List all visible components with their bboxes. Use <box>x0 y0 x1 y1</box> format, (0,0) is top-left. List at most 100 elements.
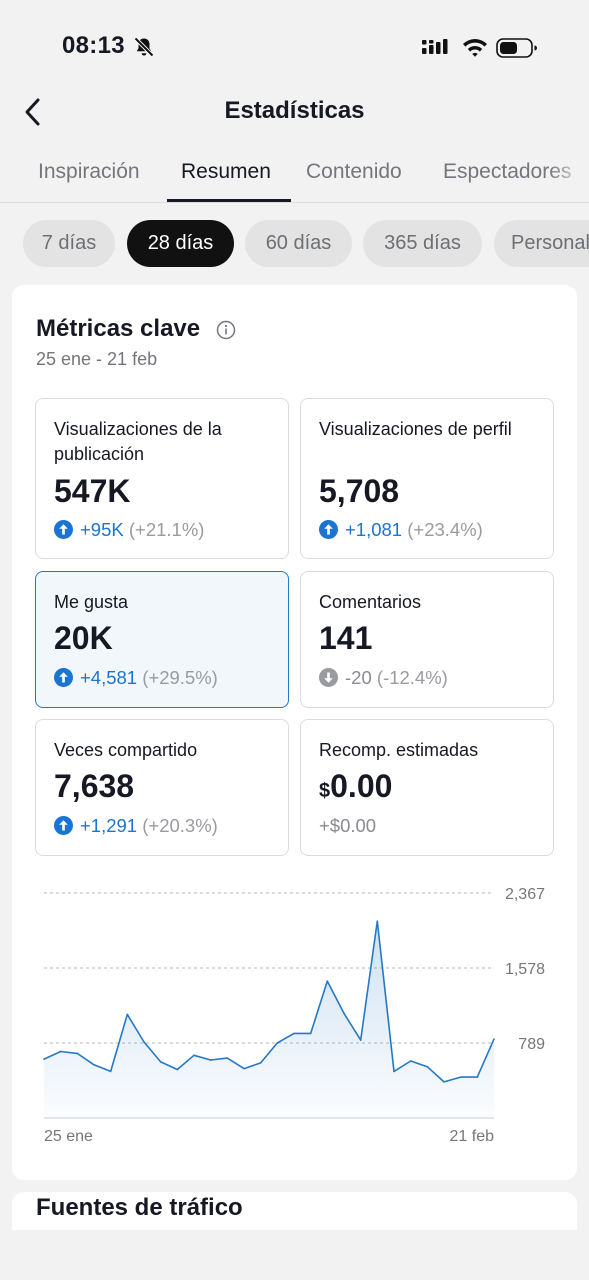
chart-point <box>493 1038 495 1040</box>
chart-point <box>243 1067 245 1070</box>
bell-muted-icon <box>134 37 154 57</box>
tab-inspiracion[interactable]: Inspiración <box>38 160 140 183</box>
chart-point <box>43 1058 45 1060</box>
metric-change: +95K (+21.1%) <box>54 519 204 541</box>
date-range-selector: 7 días 28 días 60 días 365 días Personal… <box>0 220 589 268</box>
chart-point <box>59 1050 62 1053</box>
chart-point <box>309 1032 312 1035</box>
metrics-title: Métricas clave <box>36 315 201 342</box>
metric-card-comments[interactable]: Comentarios 141 -20 (-12.4%) <box>300 571 554 708</box>
tab-resumen[interactable]: Resumen <box>181 160 271 183</box>
chart-xtick-label-end: 21 feb <box>450 1128 495 1145</box>
active-tab-indicator <box>167 199 291 202</box>
arrow-up-circle-icon <box>54 520 73 539</box>
chart-point <box>76 1052 79 1055</box>
metric-label: Visualizaciones de perfil <box>319 419 512 439</box>
arrow-up-circle-icon <box>319 520 338 539</box>
chart-point <box>126 1013 129 1016</box>
chart-point <box>143 1041 145 1043</box>
arrow-up-circle-icon <box>54 668 73 687</box>
tabs-fade <box>549 150 589 202</box>
chart-point <box>226 1057 229 1059</box>
chart-area <box>44 921 494 1118</box>
arrow-up-circle-icon <box>54 816 73 835</box>
metric-percent: (+23.4%) <box>407 519 483 540</box>
traffic-sources-card: Fuentes de tráfico <box>12 1192 577 1230</box>
chart-point <box>343 1012 345 1015</box>
chart-point <box>359 1039 362 1041</box>
chart-point <box>93 1063 95 1066</box>
chart-point <box>293 1032 295 1035</box>
metric-delta: +1,291 <box>80 815 138 836</box>
status-bar: 08:13 <box>0 0 589 95</box>
metric-delta: -20 <box>345 667 372 688</box>
metric-label: Me gusta <box>54 592 129 612</box>
metric-label: Visualizaciones de la publicación <box>54 419 222 464</box>
range-60-days-button[interactable]: 60 días <box>245 220 352 267</box>
cellular-signal-icon <box>422 39 448 54</box>
chart-point <box>109 1070 112 1073</box>
range-28-days-button[interactable]: 28 días <box>127 220 234 267</box>
back-arrow-icon[interactable] <box>20 95 50 129</box>
bottom-safe-area <box>0 1230 589 1280</box>
chart-point <box>193 1054 195 1057</box>
chart-point <box>159 1061 162 1063</box>
chart-point <box>476 1076 479 1078</box>
metric-value: 141 <box>319 620 373 656</box>
chart-point <box>409 1060 412 1062</box>
chart-point <box>426 1065 429 1068</box>
chart-point <box>443 1081 445 1083</box>
metric-value: 547K <box>54 473 131 509</box>
tab-contenido[interactable]: Contenido <box>306 160 402 183</box>
chart-ytick-label: 1,578 <box>505 961 545 978</box>
metric-label: Veces compartido <box>54 740 198 760</box>
traffic-sources-title: Fuentes de tráfico <box>36 1194 243 1221</box>
wifi-icon <box>463 39 487 57</box>
metric-label: Recomp. estimadas <box>319 740 479 760</box>
metric-change: +4,581 (+29.5%) <box>54 667 218 689</box>
chart-ytick-label: 2,367 <box>505 886 545 903</box>
metric-percent: (+29.5%) <box>142 667 218 688</box>
chart-point <box>326 980 329 982</box>
metric-value: 20K <box>54 620 113 656</box>
metric-card-post-views[interactable]: Visualizaciones de la publicación 547K +… <box>35 398 289 559</box>
metric-change: +1,291 (+20.3%) <box>54 815 218 837</box>
chart-point <box>276 1042 279 1044</box>
range-7-days-button[interactable]: 7 días <box>23 220 115 267</box>
chart-point <box>259 1062 262 1064</box>
metric-percent: (+20.3%) <box>142 815 218 836</box>
arrow-down-circle-icon <box>319 668 338 687</box>
metric-label: Comentarios <box>319 592 422 612</box>
metric-delta: +1,081 <box>345 519 403 540</box>
currency-symbol: $ <box>319 780 331 802</box>
tab-bar: Inspiración Resumen Contenido Espectador… <box>0 150 589 203</box>
metric-value: 5,708 <box>319 473 400 509</box>
range-custom-button[interactable]: Personalizado <box>494 220 589 267</box>
tab-espectadores[interactable]: Espectadores <box>443 160 572 183</box>
nav-header: Estadísticas <box>0 85 589 140</box>
metric-card-profile-views[interactable]: Visualizaciones de perfil 5,708 +1,081 (… <box>300 398 554 559</box>
status-time: 08:13 <box>62 32 125 59</box>
range-365-days-button[interactable]: 365 días <box>363 220 482 267</box>
chart-point <box>209 1059 212 1061</box>
metric-delta: +4,581 <box>80 667 138 688</box>
battery-icon <box>496 38 537 58</box>
likes-chart[interactable]: 789 1,578 2,367 25 ene 21 feb <box>12 875 577 1155</box>
chart-line <box>43 920 495 1083</box>
chart-ytick-label: 789 <box>518 1036 545 1053</box>
metric-change: -20 (-12.4%) <box>319 667 448 689</box>
metric-card-shares[interactable]: Veces compartido 7,638 +1,291 (+20.3%) <box>35 719 289 856</box>
chart-point <box>176 1068 179 1071</box>
metric-change: +$0.00 <box>319 815 376 837</box>
metric-percent: (-12.4%) <box>376 667 448 688</box>
chart-point <box>393 1070 395 1073</box>
chart-xtick-label-start: 25 ene <box>44 1128 93 1145</box>
date-range-label: 25 ene - 21 feb <box>36 349 158 369</box>
metric-card-estimated-rewards[interactable]: Recomp. estimadas $0.00 +$0.00 <box>300 719 554 856</box>
info-icon[interactable] <box>216 320 236 340</box>
metric-value-number: 0.00 <box>330 768 393 804</box>
metric-delta: +95K <box>80 519 124 540</box>
metric-value: 7,638 <box>54 768 135 804</box>
metric-card-likes[interactable]: Me gusta 20K +4,581 (+29.5%) <box>35 571 289 708</box>
chart-point <box>376 920 379 923</box>
